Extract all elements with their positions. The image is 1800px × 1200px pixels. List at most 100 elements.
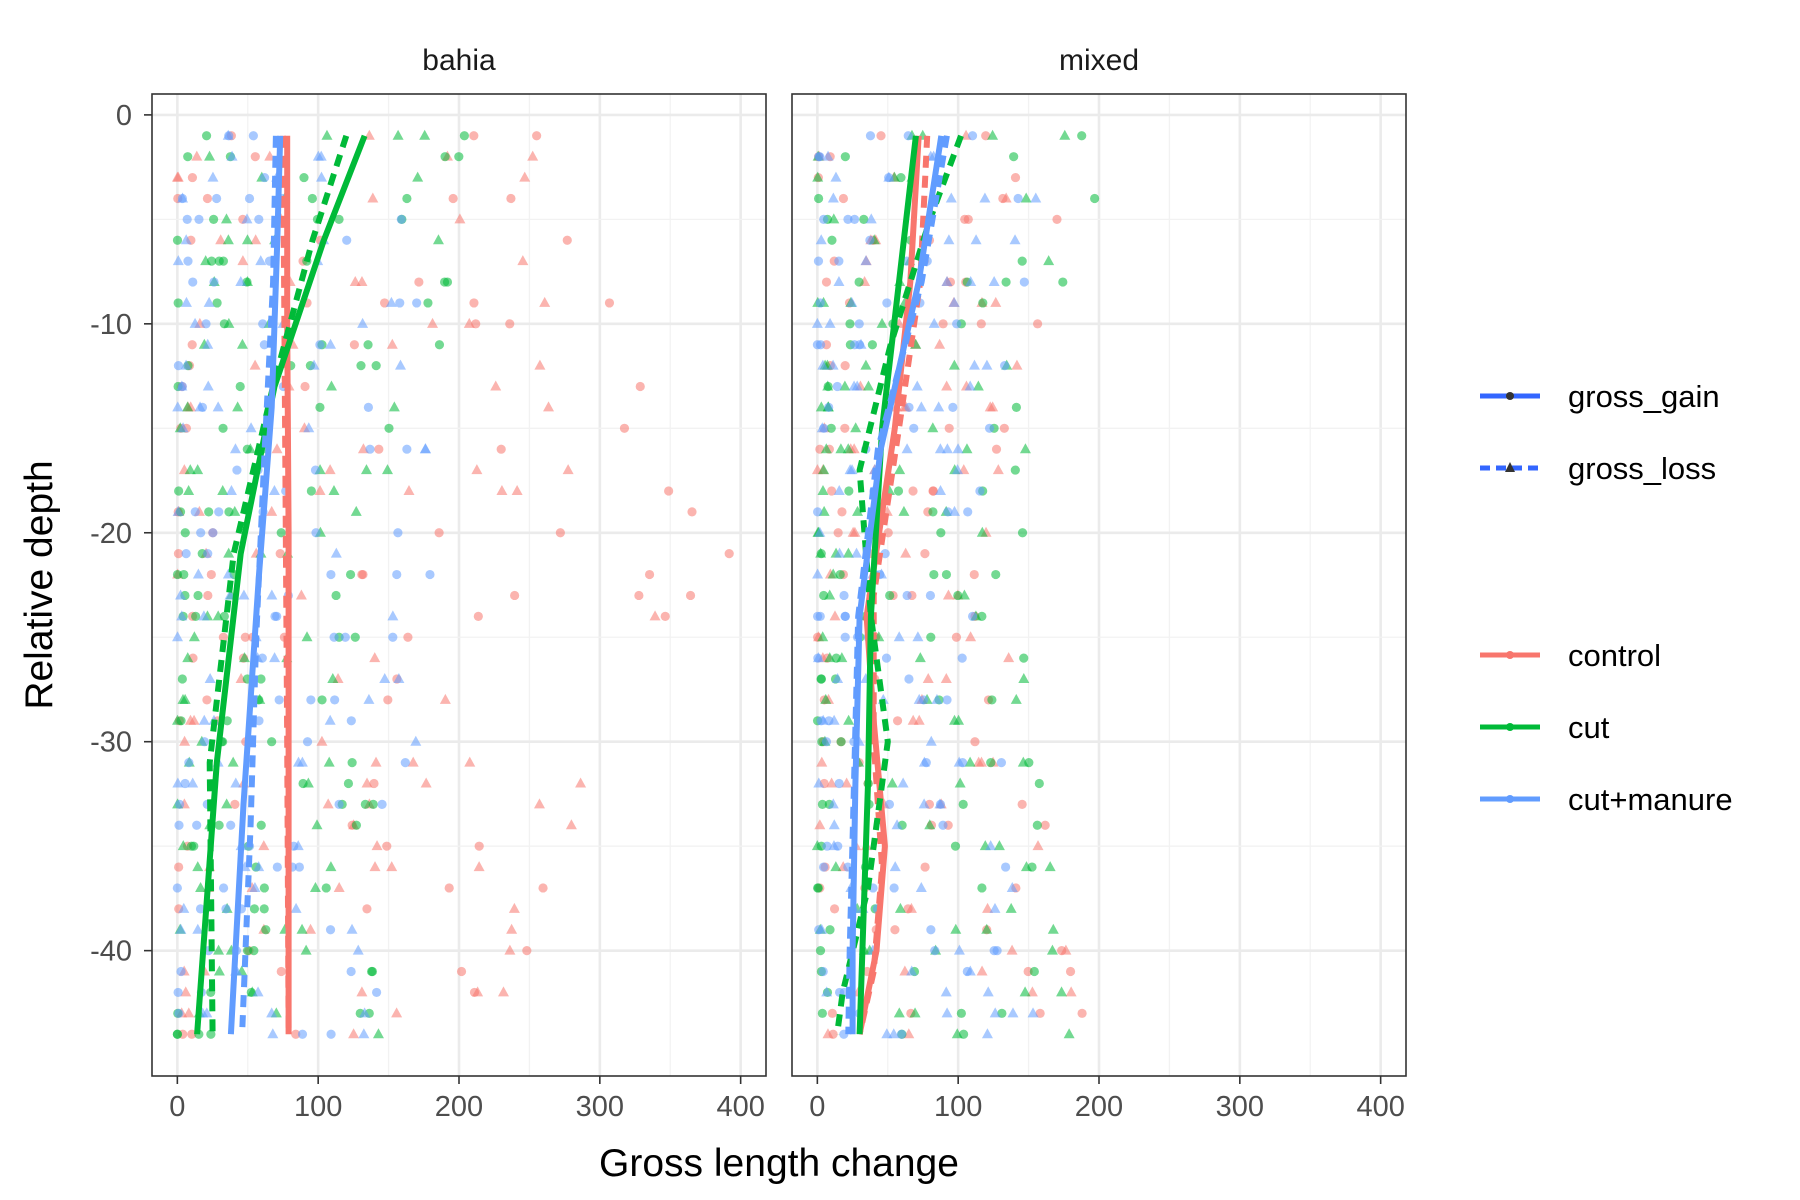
point-triangle bbox=[954, 777, 966, 788]
point-triangle bbox=[386, 338, 398, 349]
point-circle bbox=[183, 256, 193, 266]
point-triangle bbox=[824, 317, 836, 328]
point-triangle bbox=[308, 359, 320, 370]
point-triangle bbox=[367, 192, 379, 203]
point-triangle bbox=[968, 359, 980, 370]
point-circle bbox=[604, 298, 615, 308]
point-circle bbox=[254, 214, 264, 224]
point-triangle bbox=[184, 464, 196, 475]
point-circle bbox=[724, 549, 734, 559]
point-circle bbox=[298, 778, 308, 789]
point-triangle bbox=[325, 380, 337, 391]
point-circle bbox=[815, 611, 825, 621]
point-circle bbox=[299, 172, 309, 183]
point-circle bbox=[814, 925, 824, 935]
point-circle bbox=[884, 172, 894, 183]
point-circle bbox=[1017, 528, 1028, 538]
point-triangle bbox=[839, 380, 851, 391]
point-triangle bbox=[172, 631, 184, 642]
point-triangle bbox=[508, 902, 520, 913]
point-circle bbox=[346, 966, 356, 977]
point-circle bbox=[300, 381, 310, 392]
point-triangle bbox=[924, 819, 936, 830]
point-circle bbox=[859, 214, 869, 224]
point-triangle bbox=[171, 171, 183, 182]
point-triangle bbox=[232, 401, 244, 412]
point-triangle bbox=[1026, 986, 1038, 997]
point-triangle bbox=[941, 1007, 953, 1018]
point-circle bbox=[180, 528, 190, 538]
point-circle bbox=[345, 569, 356, 580]
legend-point bbox=[1506, 723, 1514, 731]
point-triangle bbox=[827, 359, 839, 370]
legend-point bbox=[1506, 795, 1514, 803]
point-triangle bbox=[249, 359, 261, 370]
point-circle bbox=[469, 131, 479, 141]
point-triangle bbox=[981, 359, 993, 370]
point-circle bbox=[176, 716, 186, 726]
point-triangle bbox=[817, 484, 829, 495]
point-circle bbox=[302, 737, 313, 747]
point-triangle bbox=[519, 171, 531, 182]
point-triangle bbox=[182, 401, 194, 412]
point-circle bbox=[967, 131, 978, 141]
point-circle bbox=[187, 1029, 197, 1039]
point-circle bbox=[384, 423, 394, 433]
point-circle bbox=[346, 716, 356, 726]
point-triangle bbox=[235, 276, 247, 287]
point-circle bbox=[1009, 152, 1019, 162]
point-triangle bbox=[202, 380, 214, 391]
point-circle bbox=[938, 820, 948, 830]
point-circle bbox=[474, 841, 484, 851]
point-circle bbox=[400, 757, 410, 768]
point-triangle bbox=[517, 255, 529, 266]
point-triangle bbox=[830, 171, 842, 182]
point-circle bbox=[221, 904, 231, 914]
point-circle bbox=[1033, 319, 1043, 329]
point-circle bbox=[334, 214, 344, 224]
point-circle bbox=[660, 611, 670, 621]
x-tick-label: 400 bbox=[716, 1091, 764, 1123]
point-triangle bbox=[982, 986, 994, 997]
point-triangle bbox=[842, 443, 854, 454]
x-axis-title: Gross length change bbox=[599, 1142, 959, 1185]
point-circle bbox=[258, 319, 268, 329]
point-triangle bbox=[915, 401, 927, 412]
point-circle bbox=[1001, 277, 1011, 287]
point-circle bbox=[204, 507, 214, 517]
point-triangle bbox=[1020, 861, 1032, 872]
point-circle bbox=[818, 966, 828, 977]
point-circle bbox=[326, 569, 336, 580]
point-triangle bbox=[952, 464, 964, 475]
point-triangle bbox=[195, 881, 207, 892]
point-triangle bbox=[876, 317, 888, 328]
point-triangle bbox=[976, 526, 988, 537]
point-triangle bbox=[816, 756, 828, 767]
point-circle bbox=[392, 569, 402, 580]
point-triangle bbox=[182, 652, 194, 663]
point-circle bbox=[311, 528, 321, 538]
point-triangle bbox=[403, 484, 415, 495]
point-circle bbox=[366, 966, 377, 977]
point-triangle bbox=[325, 861, 337, 872]
point-circle bbox=[813, 256, 824, 266]
strip-label-mixed: mixed bbox=[1059, 44, 1139, 77]
point-triangle bbox=[835, 443, 847, 454]
point-triangle bbox=[1046, 944, 1058, 955]
point-triangle bbox=[848, 380, 860, 391]
point-triangle bbox=[843, 714, 855, 725]
scatter-points bbox=[811, 129, 1100, 1039]
point-circle bbox=[944, 423, 954, 433]
point-circle bbox=[256, 674, 266, 684]
point-circle bbox=[845, 319, 855, 329]
point-triangle bbox=[842, 547, 854, 558]
point-triangle bbox=[987, 129, 999, 140]
point-circle bbox=[827, 1008, 837, 1018]
point-circle bbox=[184, 757, 194, 768]
point-triangle bbox=[369, 861, 381, 872]
point-triangle bbox=[204, 150, 216, 161]
point-circle bbox=[174, 1008, 184, 1018]
point-circle bbox=[1029, 966, 1039, 977]
point-circle bbox=[1011, 402, 1022, 413]
point-circle bbox=[1032, 820, 1042, 830]
